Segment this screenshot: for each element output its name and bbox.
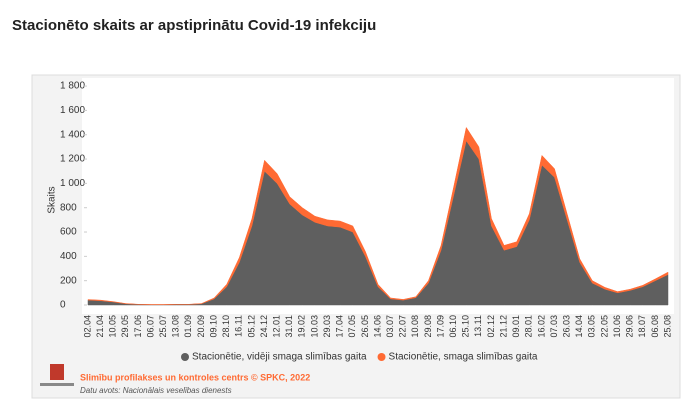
x-tick-label: 06.08 <box>650 315 660 338</box>
x-tick-label: 13.11 <box>473 315 483 337</box>
y-tick-label: 1 400 <box>60 129 85 140</box>
x-tick-label: 25.07 <box>158 315 168 338</box>
x-tick-label: 29.06 <box>625 315 635 338</box>
source: Slimību profilakses un kontroles centrs … <box>80 372 310 382</box>
y-tick-label: 200 <box>60 275 77 286</box>
logo-text <box>40 383 74 386</box>
x-tick-label: 10.05 <box>108 315 118 338</box>
x-tick-label: 18.07 <box>637 315 647 338</box>
x-tick-label: 21.04 <box>95 315 105 338</box>
y-tick-label: 1 800 <box>60 81 85 92</box>
x-tick-label: 01.09 <box>183 315 193 338</box>
x-tick-label: 10.08 <box>410 315 420 338</box>
x-tick-label: 02.04 <box>82 315 92 338</box>
x-tick-label: 09.01 <box>511 315 521 338</box>
x-tick-label: 16.11 <box>234 315 244 337</box>
x-tick-label: 28.01 <box>524 315 534 338</box>
x-tick-label: 25.08 <box>662 315 672 338</box>
x-tick-label: 10.06 <box>612 315 622 338</box>
logo-shield <box>50 364 64 380</box>
x-tick-label: 13.08 <box>171 315 181 338</box>
x-tick-label: 22.07 <box>398 315 408 338</box>
x-tick-label: 22.05 <box>599 315 609 338</box>
x-tick-label: 17.09 <box>435 315 445 338</box>
y-axis-label: Skaits <box>47 186 58 213</box>
x-tick-label: 24.12 <box>259 315 269 338</box>
x-tick-label: 28.10 <box>221 315 231 338</box>
x-tick-label: 10.03 <box>309 315 319 338</box>
x-tick-label: 21.12 <box>498 315 508 338</box>
x-tick-label: 14.04 <box>574 315 584 338</box>
x-tick-label: 09.10 <box>208 315 218 338</box>
x-tick-label: 07.05 <box>347 315 357 338</box>
x-tick-label: 07.03 <box>549 315 559 338</box>
y-tick-label: 800 <box>60 202 77 213</box>
x-tick-label: 14.06 <box>372 315 382 338</box>
x-tick-label: 26.05 <box>360 315 370 338</box>
x-tick-label: 16.02 <box>536 315 546 338</box>
legend-label: Stacionētie, smaga slimības gaita <box>389 352 538 363</box>
x-tick-label: 29.08 <box>423 315 433 338</box>
x-tick-label: 12.01 <box>272 315 282 338</box>
legend-label: Stacionētie, vidēji smaga slimības gaita <box>192 352 367 363</box>
x-tick-label: 19.02 <box>297 315 307 338</box>
y-tick-label: 1 000 <box>60 178 85 189</box>
note: Datu avots: Nacionālais veselības dienes… <box>80 386 232 395</box>
x-tick-label: 20.09 <box>196 315 206 338</box>
y-tick-label: 0 <box>60 300 66 311</box>
x-tick-label: 03.05 <box>587 315 597 338</box>
x-tick-label: 25.10 <box>461 315 471 338</box>
y-tick-label: 1 200 <box>60 154 85 165</box>
y-tick-label: 400 <box>60 251 77 262</box>
x-tick-label: 29.03 <box>322 315 332 338</box>
y-tick-label: 600 <box>60 227 77 238</box>
legend-marker <box>181 353 189 361</box>
x-tick-label: 06.07 <box>145 315 155 338</box>
legend-marker <box>377 353 386 361</box>
area <box>87 126 669 305</box>
page-title: Stacionēto skaits ar apstiprinātu Covid-… <box>12 17 376 34</box>
x-tick-label: 29.05 <box>120 315 130 338</box>
y-tick-label: 1 600 <box>60 105 85 116</box>
x-tick-label: 17.06 <box>133 315 143 338</box>
x-tick-label: 06.10 <box>448 315 458 338</box>
logo <box>40 364 74 386</box>
x-tick-label: 02.12 <box>486 315 496 338</box>
x-tick-label: 17.04 <box>335 315 345 338</box>
x-tick-label: 05.12 <box>246 315 256 338</box>
x-tick-label: 26.03 <box>562 315 572 338</box>
x-tick-label: 03.07 <box>385 315 395 338</box>
x-tick-label: 31.01 <box>284 315 294 338</box>
